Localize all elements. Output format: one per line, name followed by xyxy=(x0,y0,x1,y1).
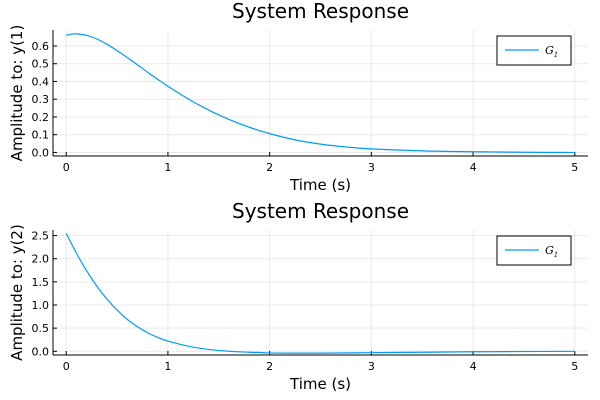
series-line-G1 xyxy=(65,232,575,354)
y-tick-label: 1.5 xyxy=(32,276,50,289)
legend: G1 xyxy=(496,35,572,66)
series-line-G1 xyxy=(66,33,575,154)
x-axis-label: Time (s) xyxy=(289,176,351,194)
x-tick-label: 0 xyxy=(63,360,70,373)
y-tick-label: 0.0 xyxy=(32,146,50,159)
x-tick-label: 0 xyxy=(63,161,70,174)
y-tick-label: 0.6 xyxy=(32,40,50,53)
y-tick-label: 0.1 xyxy=(32,129,50,142)
x-tick-label: 2 xyxy=(266,161,273,174)
y-tick-label: 2.5 xyxy=(32,230,50,243)
chart-panel-1: 0 1 2 3 4 5 0.0 0.1 0.2 0.3 0.4 0.5 0.6 System Respon… xyxy=(8,0,588,194)
x-tick-label: 2 xyxy=(266,360,273,373)
x-axis-label: Time (s) xyxy=(289,375,351,393)
x-tick-label: 1 xyxy=(164,161,171,174)
x-tick-label: 5 xyxy=(571,161,578,174)
y-axis-label: Amplitude to: y(2) xyxy=(8,224,26,361)
x-tick-label: 4 xyxy=(470,360,477,373)
y-tick-label: 0.5 xyxy=(32,322,50,335)
y-tick-label: 1.0 xyxy=(32,299,50,312)
chart-panel-2: 0 1 2 3 4 5 0.0 0.5 1.0 1.5 2.0 2.5 System Response T… xyxy=(8,199,588,393)
y-axis-label: Amplitude to: y(1) xyxy=(8,25,26,162)
x-tick-label: 5 xyxy=(571,360,578,373)
x-tick-label: 3 xyxy=(368,360,375,373)
x-tick-label: 1 xyxy=(164,360,171,373)
y-tick-label: 0.2 xyxy=(32,111,50,124)
x-tick-label: 3 xyxy=(368,161,375,174)
legend-label-subscript: 1 xyxy=(554,251,558,259)
x-tick-label: 4 xyxy=(470,161,477,174)
y-tick-label: 0.0 xyxy=(32,345,50,358)
chart-title: System Response xyxy=(232,199,409,223)
legend-label-subscript: 1 xyxy=(554,51,558,59)
y-tick-label: 0.4 xyxy=(32,75,50,88)
y-tick-label: 0.5 xyxy=(32,58,50,71)
y-tick-label: 2.0 xyxy=(32,253,50,266)
chart-title: System Response xyxy=(232,0,409,23)
y-tick-label: 0.3 xyxy=(32,93,50,106)
legend: G1 xyxy=(496,235,572,266)
